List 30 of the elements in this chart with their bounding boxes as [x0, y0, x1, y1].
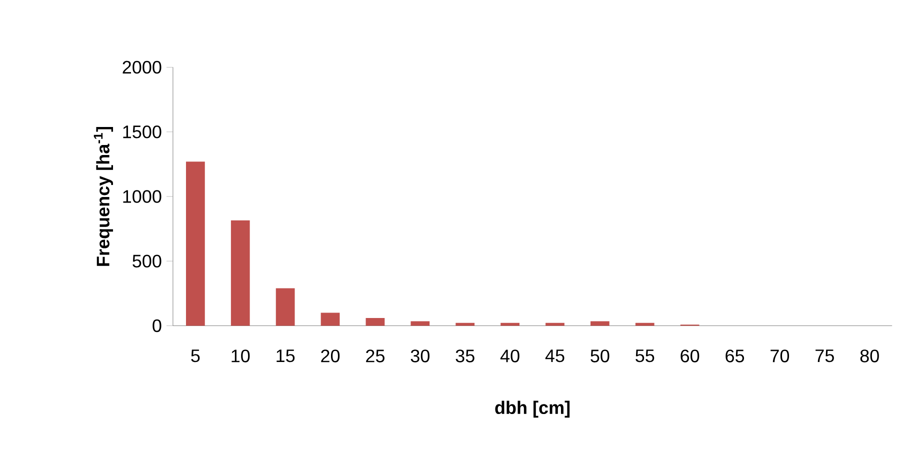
x-tick-label: 30: [410, 350, 430, 362]
bar: [410, 321, 430, 326]
y-tick-label: 500: [132, 254, 162, 268]
x-tick-label: 75: [816, 350, 834, 362]
y-tick-label: 0: [152, 319, 162, 332]
x-tick-label: 35: [456, 350, 474, 362]
y-axis-title: Frequency [ha$^{-1}$]: [94, 126, 114, 266]
x-tick-label: 15: [276, 350, 295, 362]
bar: [366, 318, 385, 326]
x-tick-label: 5: [191, 350, 200, 362]
x-tick-label: 80: [860, 350, 879, 362]
x-tick-label: 10: [232, 350, 250, 362]
x-tick-label: 25: [366, 350, 384, 362]
x-tick-label: 45: [545, 350, 564, 362]
bar: [186, 162, 205, 326]
bar: [590, 321, 610, 326]
y-tick-label: 2000: [122, 60, 162, 74]
x-tick-label: 20: [321, 350, 340, 362]
x-tick-label: 65: [726, 350, 744, 362]
x-tick-label: 60: [680, 350, 700, 362]
bar: [230, 220, 250, 326]
y-tick-label: 1500: [123, 125, 162, 138]
bar: [276, 288, 295, 326]
y-tick-label: 1000: [123, 190, 162, 203]
x-axis-title: dbh [cm]: [495, 400, 570, 418]
x-tick-label: 55: [636, 350, 654, 362]
x-tick-label: 70: [770, 350, 790, 362]
bar: [320, 312, 340, 326]
x-tick-label: 40: [500, 350, 520, 362]
x-tick-label: 50: [590, 350, 610, 362]
